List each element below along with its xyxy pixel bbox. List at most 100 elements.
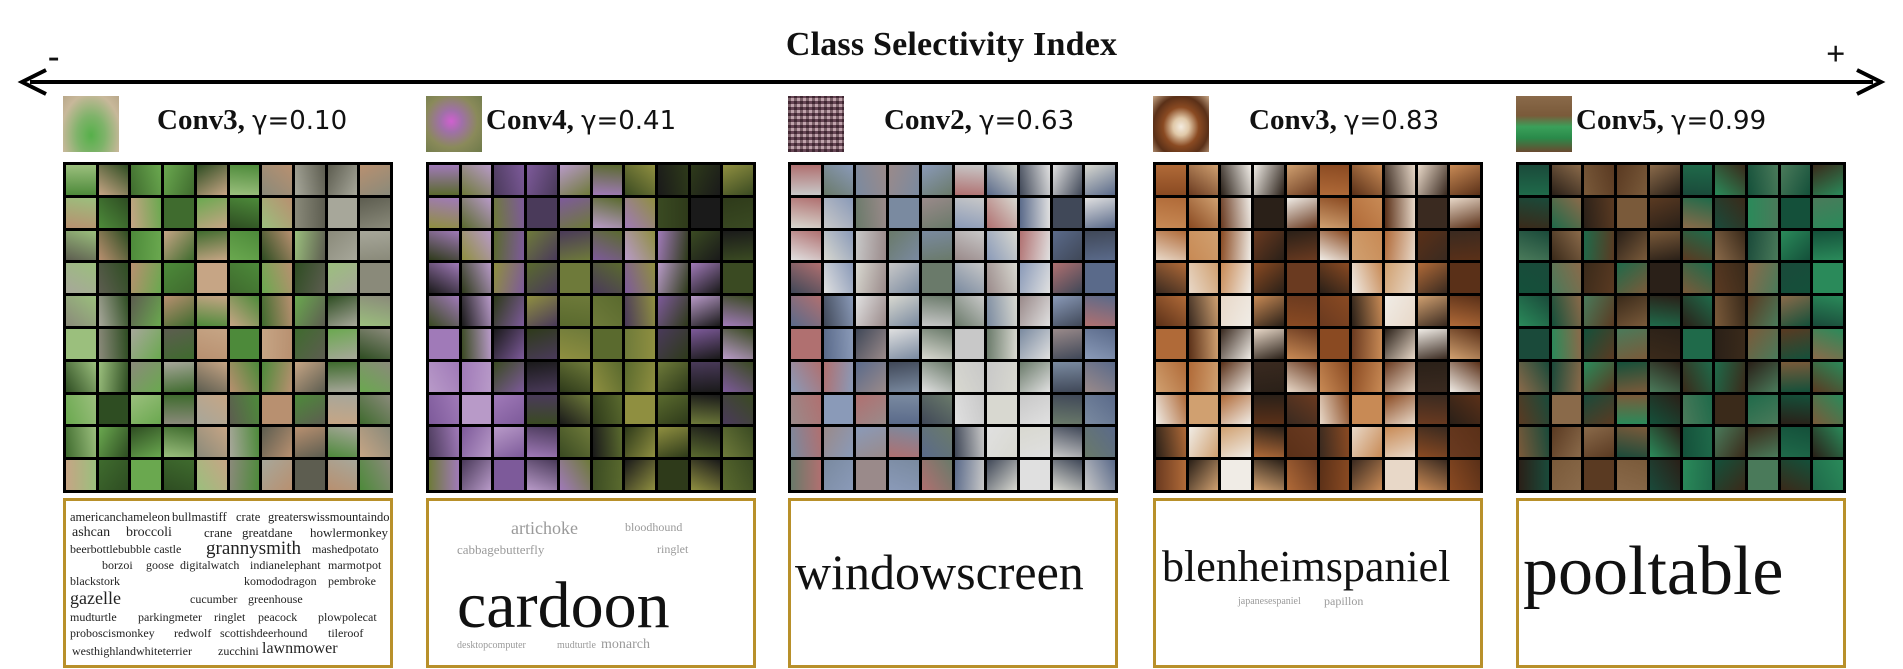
activation-image-tile (196, 263, 227, 294)
activation-image-tile (1747, 263, 1778, 294)
activation-image-tile (66, 460, 96, 490)
activation-image-tile (360, 460, 390, 490)
activation-image-tile (494, 296, 525, 326)
activation-image-tile (823, 328, 854, 359)
activation-image-tile (1052, 361, 1083, 392)
activation-image-tile (1221, 296, 1252, 326)
activation-image-tile (1747, 165, 1778, 195)
activation-image-tile (921, 361, 952, 392)
activation-image-tile (527, 460, 557, 490)
activation-image-tile (98, 427, 129, 458)
activation-image-tile (625, 427, 655, 458)
activation-image-tile (1188, 427, 1219, 458)
activation-image-tile (494, 361, 525, 392)
activation-image-tile (690, 296, 721, 326)
activation-image-tile (657, 427, 688, 458)
activation-image-tile (262, 460, 292, 490)
activation-image-tile (1780, 361, 1811, 392)
activation-image-tile (1747, 296, 1778, 326)
activation-image-tile (429, 165, 459, 195)
activation-image-tile (1156, 197, 1186, 228)
activation-image-tile (294, 460, 325, 490)
activation-image-tile (1052, 328, 1083, 359)
activation-image-tile (791, 328, 821, 359)
activation-image-tile (527, 296, 557, 326)
cloud-word: pembroke (328, 574, 376, 588)
cloud-word: zucchini (218, 644, 259, 658)
activation-image-tile (98, 296, 129, 326)
panel-conv4: Conv4, γ=0.41 artichoke bloodhound cabba… (426, 96, 756, 668)
activation-image-tile (1715, 361, 1745, 392)
activation-image-tile (1156, 394, 1186, 425)
cloud-word: bubble (118, 542, 151, 556)
activation-image-tile (131, 427, 162, 458)
activation-image-tile (823, 165, 854, 195)
activation-image-tile (690, 197, 721, 228)
activation-image-tile (294, 361, 325, 392)
activation-image-tile (856, 361, 887, 392)
activation-image-tile (1156, 427, 1186, 458)
activation-image-tile (98, 197, 129, 228)
activation-image-tile (1019, 296, 1050, 326)
activation-image-tile (1085, 197, 1115, 228)
activation-image-tile (1254, 296, 1284, 326)
activation-image-tile (954, 361, 985, 392)
activation-image-tile (625, 460, 655, 490)
panel-title: Conv5, γ=0.99 (1576, 104, 1767, 136)
activation-image-tile (294, 263, 325, 294)
activation-image-tile (429, 230, 459, 261)
activation-image-tile (1254, 263, 1284, 294)
cloud-word: pooltable (1523, 533, 1784, 610)
activation-image-tile (1450, 427, 1480, 458)
activation-image-tile (1254, 230, 1284, 261)
activation-image-tile (1551, 197, 1582, 228)
activation-image-tile (429, 263, 459, 294)
activation-image-tile (987, 230, 1017, 261)
cloud-word: papillon (1324, 594, 1364, 608)
activation-image-tile (1156, 460, 1186, 490)
activation-image-tile (1085, 165, 1115, 195)
activation-image-tile (823, 394, 854, 425)
activation-image-tile (327, 394, 358, 425)
activation-image-tile (429, 296, 459, 326)
activation-image-tile (196, 165, 227, 195)
activation-image-tile (1019, 427, 1050, 458)
activation-image-tile (954, 230, 985, 261)
activation-image-tile (461, 296, 492, 326)
cloud-word: scottishdeerhound (220, 626, 308, 640)
activation-image-tile (461, 361, 492, 392)
cloud-word: ringlet (214, 610, 246, 624)
activation-image-tile (1813, 197, 1843, 228)
activation-image-tile (1319, 427, 1350, 458)
activation-image-tile (657, 394, 688, 425)
activation-image-tile (327, 427, 358, 458)
panel-conv3-high: Conv3, γ=0.83 blenheimspaniel japanesesp… (1153, 96, 1483, 668)
activation-image-tile (1551, 165, 1582, 195)
activation-image-tile (196, 394, 227, 425)
activation-image-tile (294, 427, 325, 458)
activation-image-tile (1221, 263, 1252, 294)
activation-image-tile (164, 197, 194, 228)
activation-image-tile (690, 394, 721, 425)
activation-image-tile (66, 230, 96, 261)
activation-image-tile (1682, 460, 1713, 490)
activation-image-tile (1649, 165, 1680, 195)
activation-image-tile (461, 328, 492, 359)
cloud-word: americanchameleon (70, 510, 170, 524)
activation-image-tile (1617, 427, 1647, 458)
activation-image-tile (1649, 427, 1680, 458)
activation-image-tile (229, 427, 260, 458)
activation-image-tile (1747, 394, 1778, 425)
activation-image-tile (823, 263, 854, 294)
cloud-word: blenheimspaniel (1162, 542, 1451, 591)
activation-image-tile (954, 394, 985, 425)
activation-image-tile (1813, 263, 1843, 294)
activation-image-tile (1188, 197, 1219, 228)
activation-image-tile (131, 230, 162, 261)
activation-image-tile (1551, 427, 1582, 458)
activation-image-tile (823, 427, 854, 458)
activation-image-tile (98, 361, 129, 392)
panel-conv2: Conv2, γ=0.63 windowscreen (788, 96, 1118, 668)
cloud-word: desktopcomputer (457, 640, 526, 651)
cloud-word: peacock (258, 610, 298, 624)
